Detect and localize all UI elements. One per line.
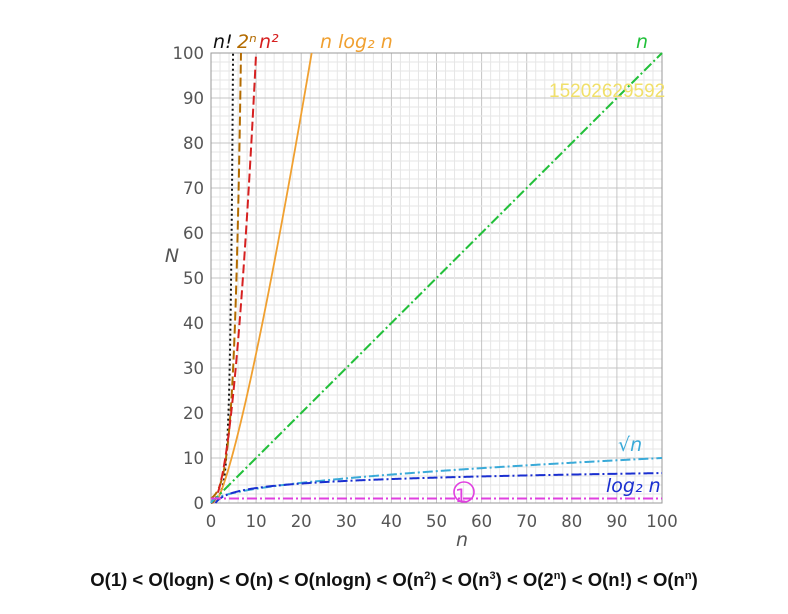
caption-text: ) < O(n [430,569,490,590]
watermark: 15202629592 [549,81,665,102]
series-label-exp2: 2ⁿ [237,31,257,53]
series-lines [210,52,663,504]
series-line-nlogn [214,52,313,504]
x-tick-label: 40 [381,512,402,531]
x-axis-title: n [456,529,468,551]
x-tick-label: 100 [646,512,678,531]
y-tick-label: 0 [194,494,205,513]
x-tick-label: 20 [291,512,312,531]
x-tick-label: 50 [426,512,447,531]
series-label-constant: 1 [455,485,467,507]
y-tick-label: 60 [183,224,204,243]
series-label-square: n² [259,31,279,53]
series-line-exp2 [210,52,242,500]
y-tick-label: 90 [183,89,204,108]
caption-superscript: 3 [489,569,496,582]
caption-text: ) [691,569,698,590]
tick-labels: 0 10 20 30 40 50 60 70 80 90 100 0 10 20 30 40 50 60 70 80 9… [173,44,678,531]
y-tick-label: 50 [183,269,204,288]
y-tick-label: 80 [183,134,204,153]
y-tick-label: 10 [183,449,204,468]
series-line-log2 [214,472,663,504]
y-tick-label: 40 [183,314,204,333]
caption-text: ) < O(2 [495,569,554,590]
grid [210,52,663,504]
series-line-linear [210,52,663,504]
caption-text: ) < O(n!) < O(n [560,569,685,590]
x-tick-label: 90 [606,512,627,531]
caption-text: O(1) < O(logn) < O(n) < O(nlogn) < O(n [90,569,425,590]
complexity-order-caption: O(1) < O(logn) < O(n) < O(nlogn) < O(n2)… [0,569,788,591]
series-line-square [211,52,258,504]
x-tick-label: 60 [471,512,492,531]
series-labels: n! 2ⁿ n² n log₂ n n √n log₂ n 1 [213,31,661,507]
x-tick-label: 10 [246,512,267,531]
x-tick-label: 30 [336,512,357,531]
y-tick-label: 20 [183,404,204,423]
y-tick-label: 30 [183,359,204,378]
y-axis-title: N [165,245,179,267]
series-label-nlogn: n log₂ n [320,31,393,53]
y-tick-label: 100 [173,44,205,63]
caption-superscript: n [553,569,561,582]
x-tick-label: 0 [206,512,217,531]
caption-superscript: n [684,569,692,582]
caption-superscript: 2 [424,569,431,582]
constant-label-circle [453,481,475,503]
series-label-factorial: n! [213,31,233,53]
y-tick-label: 70 [183,179,204,198]
series-label-linear: n [636,31,648,53]
x-tick-label: 70 [516,512,537,531]
plot-frame [210,52,663,504]
series-label-log2: log₂ n [606,475,661,497]
x-tick-label: 80 [561,512,582,531]
series-label-sqrt: √n [618,434,642,456]
